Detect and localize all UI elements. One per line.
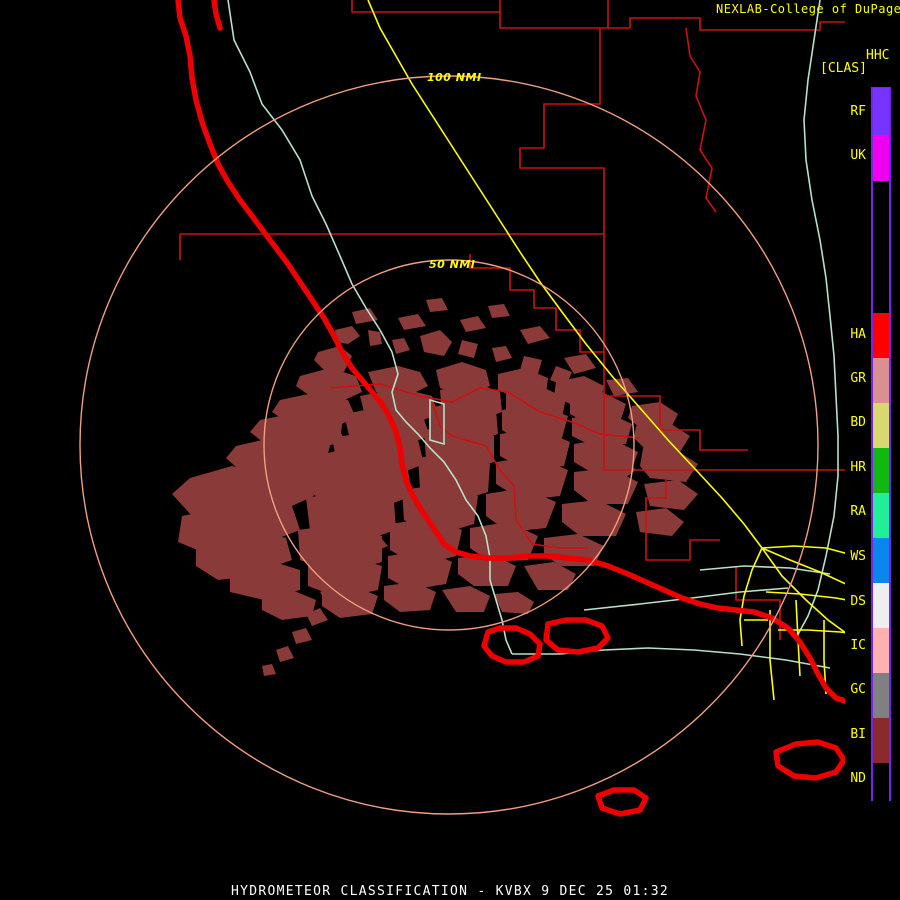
range-ring-50 (263, 259, 635, 631)
legend-label-bd: BD (850, 415, 866, 430)
legend-label-hr: HR (850, 460, 866, 475)
nexlab-credit: NEXLAB-College of DuPage (716, 2, 900, 16)
legend-label-ds: DS (850, 594, 866, 609)
product-code-label: HHC (866, 48, 890, 63)
legend-label-ra: RA (850, 504, 866, 519)
legend-label-nd: ND (850, 771, 866, 786)
legend-swatch-nd[interactable] (873, 763, 889, 801)
hydrometeor-legend-colorbar[interactable] (871, 87, 891, 801)
legend-swatch-gap[interactable] (873, 181, 889, 313)
legend-swatch-ra[interactable] (873, 493, 889, 538)
legend-label-uk: UK (850, 148, 866, 163)
legend-swatch-hr[interactable] (873, 448, 889, 493)
legend-label-rf: RF (850, 104, 866, 119)
range-rings (79, 75, 819, 815)
legend-swatch-gc[interactable] (873, 673, 889, 718)
range-ring-100 (79, 75, 819, 815)
legend-swatch-ws[interactable] (873, 538, 889, 583)
legend-label-gc: GC (850, 682, 866, 697)
legend-swatch-ic[interactable] (873, 628, 889, 673)
status-bar: HYDROMETEOR CLASSIFICATION - KVBX 9 DEC … (230, 884, 670, 899)
range-ring-label-50: 50 NMI (429, 258, 476, 271)
county-boundaries (179, 0, 845, 640)
legend-label-bi: BI (850, 727, 866, 742)
legend-label-ha: HA (850, 327, 866, 342)
legend-label-gr: GR (850, 371, 866, 386)
legend-swatch-bd[interactable] (873, 403, 889, 448)
product-class-label: [CLAS] (820, 61, 867, 76)
coastline-layer (175, 0, 845, 817)
legend-swatch-gr[interactable] (873, 358, 889, 403)
legend-label-ws: WS (850, 549, 866, 564)
echo-layer-biological (172, 298, 698, 676)
legend-label-ic: IC (850, 638, 866, 653)
legend-swatch-bi[interactable] (873, 718, 889, 763)
legend-swatch-ha[interactable] (873, 313, 889, 358)
range-ring-label-100: 100 NMI (427, 71, 482, 84)
legend-swatch-uk[interactable] (873, 135, 889, 181)
legend-swatch-ds[interactable] (873, 583, 889, 628)
legend-swatch-rf[interactable] (873, 88, 889, 135)
